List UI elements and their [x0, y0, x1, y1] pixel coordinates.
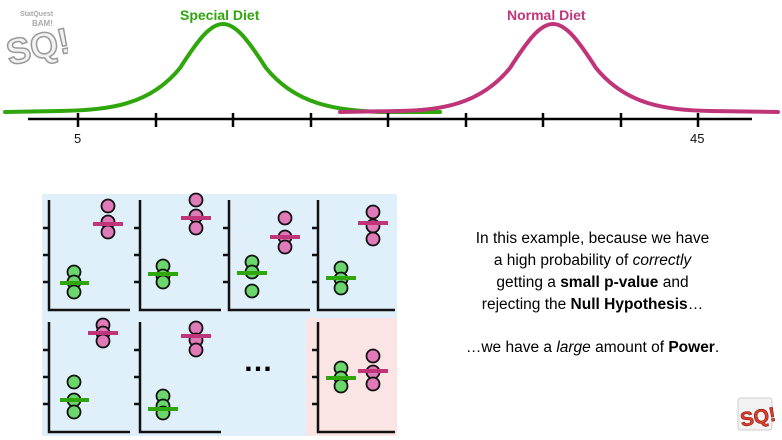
panel-axis	[47, 200, 130, 312]
sample-panel-5	[60, 317, 118, 420]
panel-axis	[138, 322, 221, 434]
explanation-line-5: …we have a large amount of Power.	[465, 339, 720, 356]
panel-axes	[47, 200, 395, 434]
panel-axis	[316, 200, 395, 312]
tick-label-5: 5	[74, 131, 82, 146]
panel-axis-ticks	[43, 226, 318, 406]
sample-panel-3	[237, 210, 300, 299]
explanation-line-1: In this example, because we have	[475, 230, 710, 247]
special-diet-curve	[3, 21, 442, 114]
panels-background	[42, 194, 397, 318]
statquest-logo-small-icon: SQ!	[737, 397, 776, 432]
sample-panel-2	[148, 192, 211, 290]
explanation-line-2: a high probability of correctly	[493, 252, 692, 269]
panel-axis	[47, 322, 130, 434]
statquest-logo-icon: StatQuest BAM! SQ!	[2, 11, 68, 68]
explanation-line-4: rejecting the Null Hypothesis…	[481, 296, 704, 313]
panel-axis	[227, 200, 310, 312]
sample-panel-highlighted	[326, 348, 388, 394]
x-axis-ticks	[76, 113, 700, 127]
distribution-plot	[3, 21, 780, 127]
explanation-line-3: getting a small p-value and	[496, 274, 689, 291]
panels-background-lower	[42, 318, 306, 436]
sample-panel-6	[148, 320, 211, 421]
sample-panel-4	[326, 204, 388, 296]
normal-diet-curve	[338, 21, 780, 114]
tick-label-45: 45	[690, 131, 705, 146]
logo-bam-text: BAM!	[32, 19, 53, 28]
special-diet-label: Special Diet	[180, 7, 260, 23]
normal-diet-label: Normal Diet	[507, 7, 586, 23]
logo-small-text: StatQuest	[20, 11, 54, 18]
panel-axis	[138, 200, 221, 312]
panel-axis	[316, 322, 395, 434]
sample-panel-1	[60, 198, 123, 300]
more-samples-ellipsis: …	[243, 345, 276, 378]
explanation-text: In this example, because we have a high …	[420, 228, 765, 359]
